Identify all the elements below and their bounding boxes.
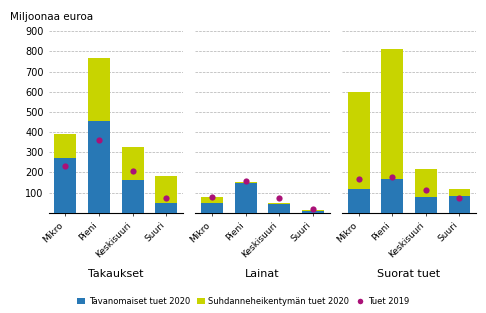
Bar <box>302 211 324 213</box>
Bar <box>382 178 403 213</box>
Bar <box>382 49 403 178</box>
Bar <box>235 182 257 183</box>
Text: Suorat tuet: Suorat tuet <box>378 269 441 279</box>
Bar <box>88 58 110 121</box>
Point <box>62 164 69 169</box>
Bar <box>122 147 143 180</box>
Bar <box>415 169 437 197</box>
Bar <box>88 121 110 213</box>
Point <box>455 195 463 200</box>
Bar <box>347 92 369 189</box>
Point <box>95 138 103 143</box>
Bar <box>201 197 223 203</box>
Bar <box>449 196 470 213</box>
Point <box>276 195 283 200</box>
Bar <box>156 176 177 203</box>
Text: Lainat: Lainat <box>245 269 280 279</box>
Point <box>242 178 249 183</box>
Bar <box>156 203 177 213</box>
Bar <box>268 204 290 213</box>
Point <box>355 176 363 181</box>
Bar <box>54 158 76 213</box>
Bar <box>268 203 290 204</box>
Legend: Tavanomaiset tuet 2020, Suhdanneheikentymän tuet 2020, Tuet 2019: Tavanomaiset tuet 2020, Suhdanneheikenty… <box>74 293 412 309</box>
Bar <box>54 134 76 158</box>
Text: Takaukset: Takaukset <box>88 269 143 279</box>
Bar <box>449 189 470 196</box>
Bar <box>347 189 369 213</box>
Point <box>309 206 317 211</box>
Point <box>162 195 170 200</box>
Point <box>422 187 430 192</box>
Point <box>129 169 137 174</box>
Text: Miljoonaa euroa: Miljoonaa euroa <box>10 12 93 22</box>
Bar <box>201 203 223 213</box>
Point <box>208 194 216 199</box>
Bar <box>415 197 437 213</box>
Point <box>388 174 396 179</box>
Bar <box>122 180 143 213</box>
Bar <box>302 210 324 211</box>
Bar <box>235 183 257 213</box>
